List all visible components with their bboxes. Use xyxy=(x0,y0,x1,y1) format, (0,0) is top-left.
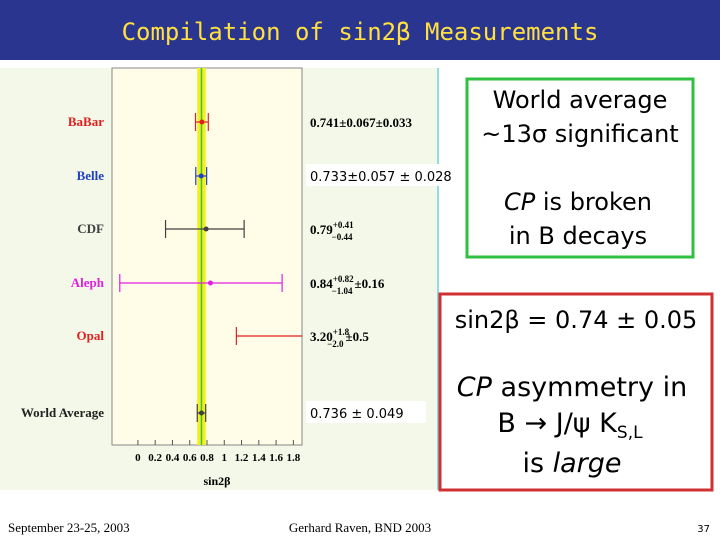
x-tick-label: 1.6 xyxy=(269,452,283,464)
box-red xyxy=(438,292,714,492)
value-main: 0.741±0.067±0.033 xyxy=(310,115,413,130)
x-tick-label: 0.6 xyxy=(183,452,197,464)
category-label: Aleph xyxy=(71,275,105,290)
x-tick-label: 1.8 xyxy=(286,452,300,464)
box-text: CP is broken xyxy=(504,188,652,216)
box-text: World average xyxy=(493,86,668,114)
x-tick-label: 1.4 xyxy=(252,452,266,464)
value-main: 0.84 xyxy=(310,276,333,291)
box-text: in B decays xyxy=(509,222,647,250)
slide-title: Compilation of sin2β Measurements xyxy=(122,18,599,46)
x-tick-label: 0 xyxy=(135,452,141,464)
value-main: 3.20 xyxy=(310,329,333,344)
value-up: +0.82 xyxy=(333,274,354,284)
value-label: 0.79+0.41 −0.44 xyxy=(310,220,354,242)
text: large xyxy=(553,448,622,479)
cp: CP xyxy=(457,372,493,403)
value-main: 0.79 xyxy=(310,222,333,237)
category-label: BaBar xyxy=(68,114,104,129)
x-tick-label: 0.2 xyxy=(148,452,162,464)
category-label: World Average xyxy=(21,405,104,420)
x-tick-label: 0.8 xyxy=(200,452,214,464)
cp: CP xyxy=(504,188,536,216)
footer: Gerhard Raven, BND 2003 xyxy=(289,520,431,535)
x-tick-label: 0.4 xyxy=(166,452,180,464)
x-axis-label: sin2β xyxy=(204,474,231,488)
point xyxy=(203,226,209,232)
point xyxy=(198,410,204,416)
plot-frame xyxy=(111,67,303,446)
page-number: 37 xyxy=(697,524,710,535)
box-text: ~13σ significant xyxy=(481,120,678,148)
point xyxy=(198,173,204,179)
text: is xyxy=(522,448,544,479)
value-label: 3.20+1.8 −2.0 ±0.5 xyxy=(310,327,369,349)
x-tick-label: 1 xyxy=(222,452,228,464)
subscript: S,L xyxy=(617,423,643,443)
footer: September 23-25, 2003 xyxy=(8,520,130,535)
plot-area xyxy=(119,68,302,445)
box-text: B → J/ψ KS,L xyxy=(497,408,643,443)
box-green xyxy=(465,77,695,259)
point xyxy=(199,119,205,125)
text: is broken xyxy=(543,188,652,216)
value-down: −0.44 xyxy=(332,232,353,242)
point xyxy=(207,280,213,286)
value-up: +0.41 xyxy=(333,220,354,230)
x-tick-label: 1.2 xyxy=(235,452,249,464)
category-label: Opal xyxy=(77,328,105,343)
value-label: 0.741±0.067±0.033 xyxy=(310,115,413,130)
value-label: 0.736 ± 0.049 xyxy=(310,407,404,422)
category-label: CDF xyxy=(77,221,104,236)
label-box xyxy=(306,401,426,423)
box-text: is large xyxy=(522,448,621,479)
label-box xyxy=(306,164,456,186)
box-text: sin2β = 0.74 ± 0.05 xyxy=(455,306,698,334)
value-tail: ±0.16 xyxy=(355,276,385,291)
value-label: 0.84+0.82 −1.04 ±0.16 xyxy=(310,274,385,296)
value-label: 0.733±0.057 ± 0.028 xyxy=(310,170,452,185)
title-bar xyxy=(0,0,720,60)
text: B → J/ψ K xyxy=(497,408,618,439)
value-up: +1.8 xyxy=(333,327,350,337)
category-label: Belle xyxy=(77,168,105,183)
value-down: −2.0 xyxy=(327,339,344,349)
value-tail: ±0.5 xyxy=(346,329,370,344)
value-down: −1.04 xyxy=(332,286,353,296)
text: asymmetry in xyxy=(501,372,688,403)
box-text: CP asymmetry in xyxy=(457,372,687,403)
